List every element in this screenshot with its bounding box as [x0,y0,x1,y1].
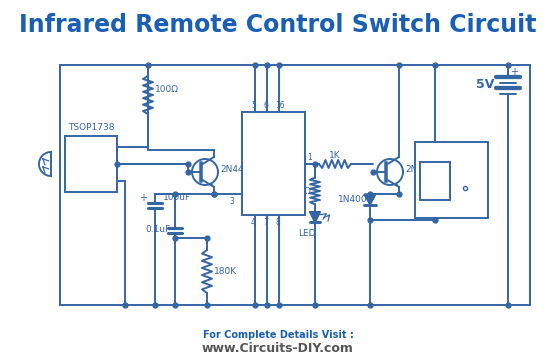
Text: GND: GND [70,176,90,185]
Text: 2: 2 [480,184,485,193]
Bar [415,142,488,218]
Text: 0.1uF: 0.1uF [145,225,170,234]
Polygon shape [310,212,320,222]
Bar [242,112,305,215]
Bar [65,136,117,192]
Text: 4: 4 [480,203,485,212]
Text: CD4027: CD4027 [249,166,297,175]
Text: OUT: OUT [70,159,88,168]
Text: For Complete Details Visit :: For Complete Details Visit : [202,330,354,340]
Text: 1N4007: 1N4007 [338,195,374,204]
Text: Infrared Remote Control Switch Circuit: Infrared Remote Control Switch Circuit [19,13,537,37]
Text: 180K: 180K [214,267,237,276]
Text: 1: 1 [307,153,312,162]
Text: 1: 1 [480,159,485,168]
Circle shape [192,159,218,185]
Text: 2N4403: 2N4403 [405,166,440,175]
Text: 6: 6 [263,101,268,110]
Text: V+: V+ [70,143,83,152]
Bar [60,65,530,305]
Bar [420,162,450,200]
Text: +: + [139,193,147,203]
Text: 4: 4 [251,218,256,227]
Text: 5V: 5V [476,78,494,91]
Circle shape [377,159,403,185]
Text: IC: IC [267,152,280,162]
Text: 8: 8 [275,218,280,227]
Text: 7: 7 [263,218,268,227]
Text: TSOP1738: TSOP1738 [68,122,114,131]
Text: 3: 3 [230,197,235,206]
Text: 5: 5 [251,101,256,110]
Text: 16: 16 [275,101,285,110]
Text: 2N4403: 2N4403 [220,166,255,175]
Text: 100Ω: 100Ω [155,85,179,94]
Text: LED: LED [298,230,316,238]
Text: 1K: 1K [329,150,341,159]
Polygon shape [364,194,376,205]
Text: 12V Relay: 12V Relay [425,145,478,155]
Text: www.Circuits-DIY.com: www.Circuits-DIY.com [202,342,354,355]
Text: 200Ω: 200Ω [287,186,311,195]
Text: +: + [510,67,518,77]
Text: 100uF: 100uF [163,194,191,202]
